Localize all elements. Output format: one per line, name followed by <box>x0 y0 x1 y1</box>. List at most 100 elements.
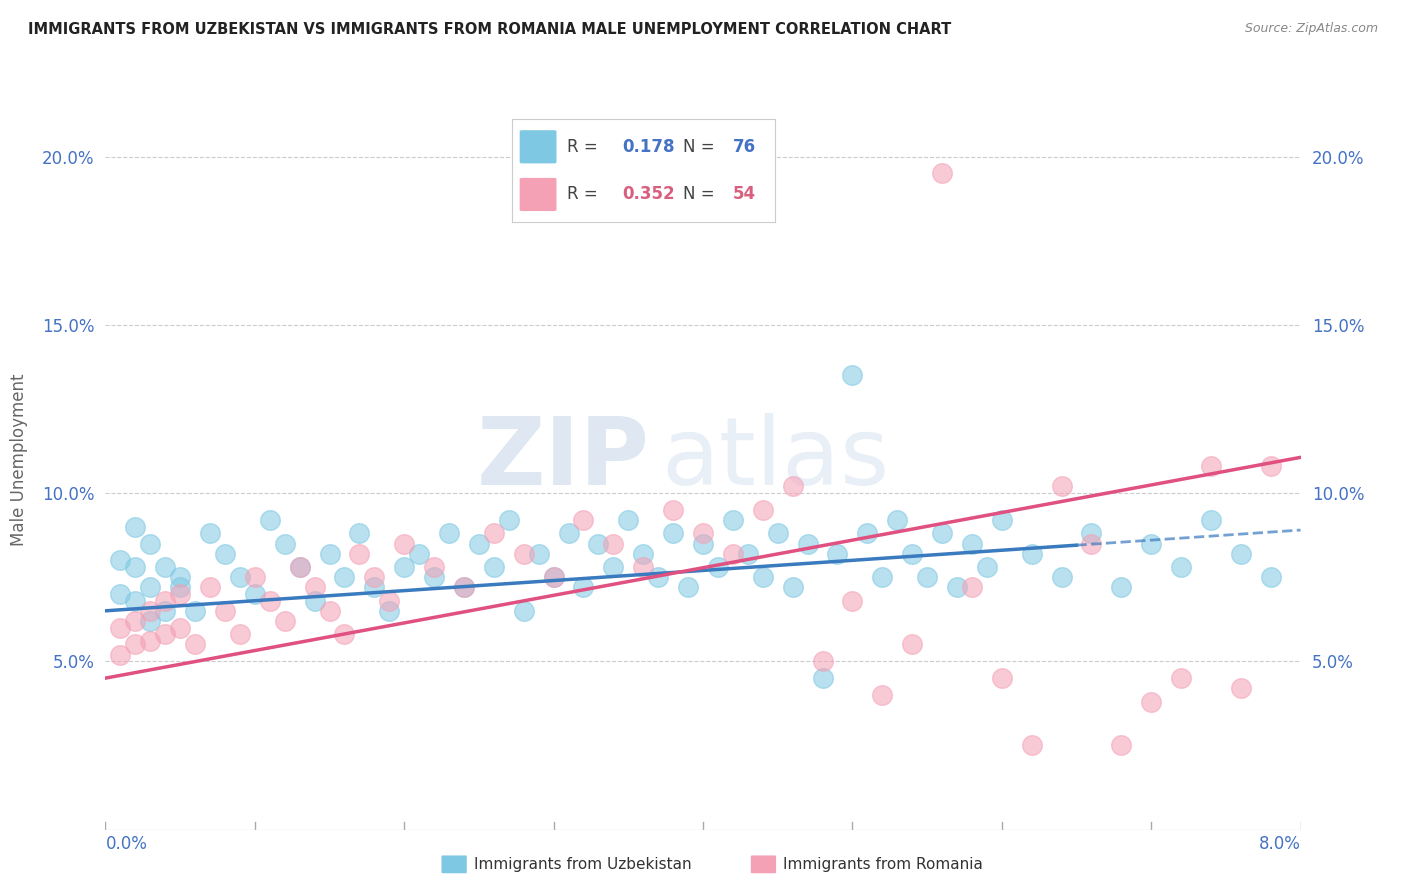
Point <box>214 604 236 618</box>
Point <box>139 580 162 594</box>
Point <box>378 593 401 607</box>
Point <box>153 604 177 618</box>
Point <box>782 479 804 493</box>
Point <box>751 570 773 584</box>
Point <box>737 547 759 561</box>
Point <box>437 526 460 541</box>
Point <box>766 526 789 541</box>
Point <box>557 526 579 541</box>
Point <box>110 587 132 601</box>
Point <box>273 536 295 550</box>
Point <box>990 671 1012 685</box>
Point <box>1050 570 1073 584</box>
Point <box>692 536 714 550</box>
Point <box>1140 695 1163 709</box>
Point <box>363 570 385 584</box>
Point <box>1080 526 1102 541</box>
Point <box>782 580 804 594</box>
Point <box>214 547 236 561</box>
Text: atlas: atlas <box>661 413 890 506</box>
Point <box>527 547 550 561</box>
Point <box>1080 536 1102 550</box>
Point <box>572 513 595 527</box>
Point <box>423 570 446 584</box>
Point <box>901 637 924 651</box>
Point <box>1021 739 1043 753</box>
Point <box>124 593 146 607</box>
Point <box>229 570 252 584</box>
Point <box>901 547 924 561</box>
Text: IMMIGRANTS FROM UZBEKISTAN VS IMMIGRANTS FROM ROMANIA MALE UNEMPLOYMENT CORRELAT: IMMIGRANTS FROM UZBEKISTAN VS IMMIGRANTS… <box>28 22 952 37</box>
Point <box>184 637 207 651</box>
Point <box>543 570 565 584</box>
Text: 0.0%: 0.0% <box>105 836 148 854</box>
Y-axis label: Male Unemployment: Male Unemployment <box>10 373 28 546</box>
Point <box>931 526 953 541</box>
Point <box>259 513 281 527</box>
Point <box>692 526 714 541</box>
Point <box>1111 739 1133 753</box>
Point <box>1229 681 1251 696</box>
Point <box>1050 479 1073 493</box>
Point <box>870 688 894 702</box>
Point <box>960 580 983 594</box>
Point <box>124 560 146 574</box>
Point <box>349 526 371 541</box>
Point <box>498 513 520 527</box>
Point <box>198 580 221 594</box>
Point <box>169 621 191 635</box>
Point <box>288 560 311 574</box>
Point <box>1260 459 1282 474</box>
Point <box>572 580 595 594</box>
Point <box>1170 560 1192 574</box>
Point <box>124 637 146 651</box>
Point <box>1260 570 1282 584</box>
Point <box>124 519 146 533</box>
Point <box>976 560 998 574</box>
Point <box>588 536 610 550</box>
Point <box>169 587 191 601</box>
Point <box>1229 547 1251 561</box>
Point <box>946 580 969 594</box>
Point <box>662 526 685 541</box>
Point <box>811 671 834 685</box>
Point <box>139 536 162 550</box>
Point <box>333 570 356 584</box>
Point <box>1021 547 1043 561</box>
Point <box>1170 671 1192 685</box>
Point <box>110 621 132 635</box>
Point <box>273 614 295 628</box>
Point <box>631 560 654 574</box>
Point <box>110 648 132 662</box>
Point <box>153 627 177 641</box>
Point <box>721 547 744 561</box>
Point <box>198 526 221 541</box>
Point <box>423 560 446 574</box>
Point <box>153 560 177 574</box>
Point <box>870 570 894 584</box>
Point <box>243 570 266 584</box>
Point <box>1111 580 1133 594</box>
Point <box>392 560 416 574</box>
Point <box>856 526 879 541</box>
Point <box>482 526 505 541</box>
Point <box>468 536 491 550</box>
Point <box>333 627 356 641</box>
Point <box>602 560 624 574</box>
Text: Immigrants from Romania: Immigrants from Romania <box>783 857 983 871</box>
Point <box>363 580 385 594</box>
Text: ZIP: ZIP <box>477 413 650 506</box>
Point <box>124 614 146 628</box>
Point <box>811 654 834 668</box>
Point <box>960 536 983 550</box>
Point <box>453 580 475 594</box>
Point <box>259 593 281 607</box>
Point <box>453 580 475 594</box>
Point <box>841 368 863 383</box>
Point <box>1199 513 1222 527</box>
Text: Immigrants from Uzbekistan: Immigrants from Uzbekistan <box>474 857 692 871</box>
Point <box>676 580 699 594</box>
Point <box>482 560 505 574</box>
Point <box>378 604 401 618</box>
Point <box>1199 459 1222 474</box>
